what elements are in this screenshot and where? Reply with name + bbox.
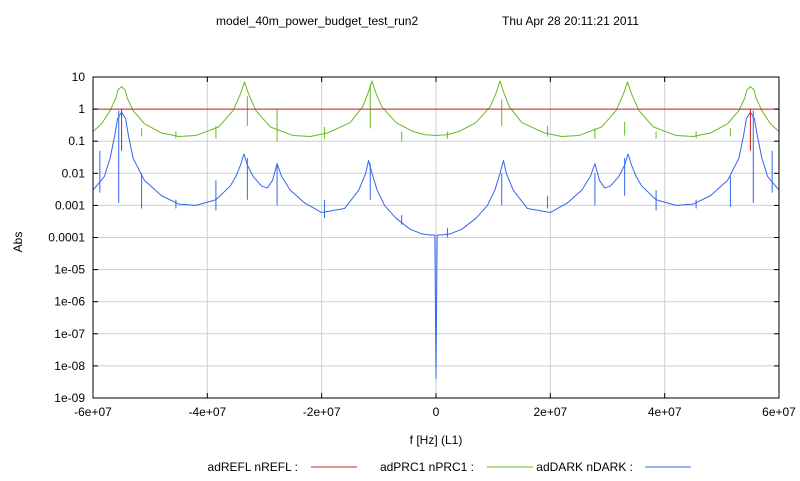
- series-adDARK: [92, 110, 780, 380]
- y-tick-label: 0.0001: [48, 231, 85, 245]
- y-tick-label: 1e-07: [54, 327, 85, 341]
- x-tick-label: -4e+07: [188, 405, 226, 419]
- chart-timestamp: Thu Apr 28 20:11:21 2011: [502, 14, 639, 28]
- axis-ticks: -6e+07 -4e+07 -2e+07 0 2e+07 4e+07 6e+07 10 1 0.1…: [48, 70, 796, 419]
- legend-label: adREFL nREFL :: [208, 460, 298, 474]
- y-axis-label: Abs: [11, 232, 25, 253]
- y-tick-label: 10: [72, 70, 86, 84]
- legend-label: adPRC1 nPRC1 :: [380, 460, 474, 474]
- series-line: [92, 111, 780, 380]
- x-tick-label: 0: [433, 405, 440, 419]
- x-tick-label: -2e+07: [303, 405, 341, 419]
- plot-series: [92, 80, 780, 380]
- x-axis-label: f [Hz] (L1): [410, 433, 463, 447]
- legend: adREFL nREFL : adPRC1 nPRC1 : adDARK nDARK…: [208, 460, 691, 474]
- y-tick-label: 1: [78, 102, 85, 116]
- legend-label: adDARK nDARK :: [536, 460, 633, 474]
- y-tick-label: 0.1: [68, 134, 85, 148]
- x-tick-label: 4e+07: [648, 405, 682, 419]
- x-tick-label: 2e+07: [533, 405, 567, 419]
- series-adREFL: [93, 108, 779, 151]
- y-tick-label: 1e-05: [54, 263, 85, 277]
- y-tick-label: 1e-06: [54, 295, 85, 309]
- series-line: [92, 80, 780, 138]
- x-tick-label: 6e+07: [762, 405, 796, 419]
- y-tick-label: 1e-09: [54, 391, 85, 405]
- y-tick-label: 1e-08: [54, 359, 85, 373]
- x-tick-label: -6e+07: [74, 405, 112, 419]
- chart-title: model_40m_power_budget_test_run2: [216, 14, 418, 28]
- y-tick-label: 0.01: [62, 166, 86, 180]
- y-tick-label: 0.001: [55, 198, 85, 212]
- series-adPRC1: [92, 80, 780, 142]
